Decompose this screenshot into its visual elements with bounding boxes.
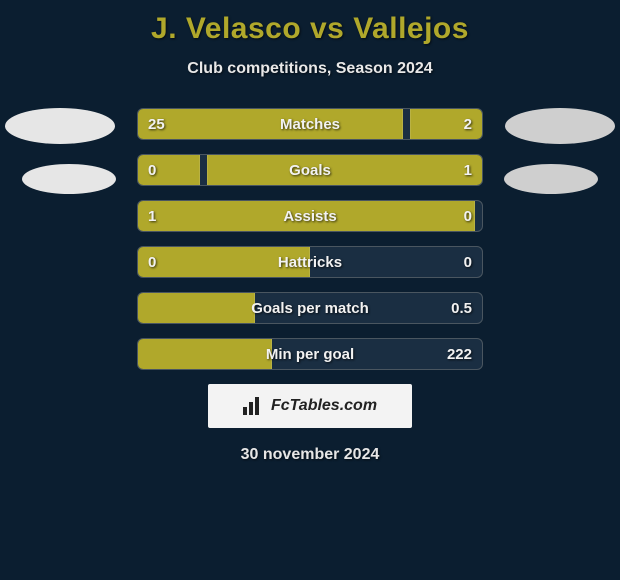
stat-value-right: 0.5 (451, 293, 472, 323)
player-right-avatar-bottom (504, 164, 598, 194)
stat-row: Goals01 (137, 154, 483, 186)
branding-text: FcTables.com (271, 397, 377, 415)
date-line: 30 november 2024 (0, 446, 620, 464)
stat-fill-right (410, 109, 482, 139)
stat-value-right: 222 (447, 339, 472, 369)
stat-fill-right (207, 155, 482, 185)
stat-fill-left (138, 293, 255, 323)
stat-fill-left (138, 109, 403, 139)
player-right-avatar-top (505, 108, 615, 144)
stat-fill-left (138, 155, 200, 185)
stat-value-right: 0 (464, 247, 472, 277)
stat-fill-left (138, 339, 272, 369)
comparison-bars: Matches252 Goals01 Assists10 Hattricks00 Goa… (137, 108, 483, 370)
stat-row: Assists10 (137, 200, 483, 232)
stat-row: Min per goal222 (137, 338, 483, 370)
player-left-avatar-top (5, 108, 115, 144)
comparison-stage: Matches252 Goals01 Assists10 Hattricks00 Goa… (0, 108, 620, 370)
stat-fill-left (138, 201, 475, 231)
stat-row: Goals per match0.5 (137, 292, 483, 324)
stat-row: Matches252 (137, 108, 483, 140)
stat-fill-left (138, 247, 310, 277)
page-title: J. Velasco vs Vallejos (0, 0, 620, 46)
page-subtitle: Club competitions, Season 2024 (0, 60, 620, 78)
branding-box: FcTables.com (208, 384, 412, 428)
player-left-avatar-bottom (22, 164, 116, 194)
stat-row: Hattricks00 (137, 246, 483, 278)
bar-chart-icon (243, 397, 265, 415)
